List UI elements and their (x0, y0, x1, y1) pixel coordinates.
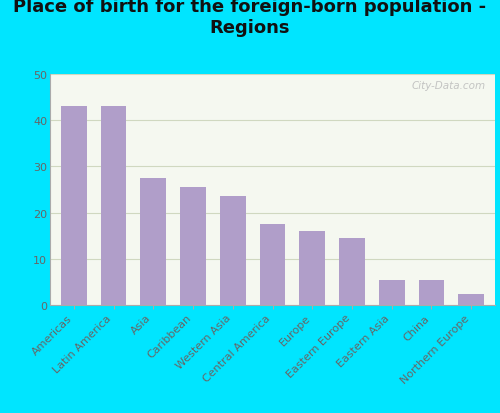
Bar (418, 280, 444, 306)
Bar (339, 239, 365, 306)
Bar (458, 294, 484, 306)
Bar (61, 107, 87, 306)
Bar (220, 197, 246, 306)
Text: Place of birth for the foreign-born population -
Regions: Place of birth for the foreign-born popu… (14, 0, 486, 37)
Text: City-Data.com: City-Data.com (412, 81, 486, 91)
Bar (260, 225, 285, 306)
Bar (180, 188, 206, 306)
Bar (379, 280, 404, 306)
Bar (140, 178, 166, 306)
Bar (100, 107, 126, 306)
Bar (300, 232, 325, 306)
